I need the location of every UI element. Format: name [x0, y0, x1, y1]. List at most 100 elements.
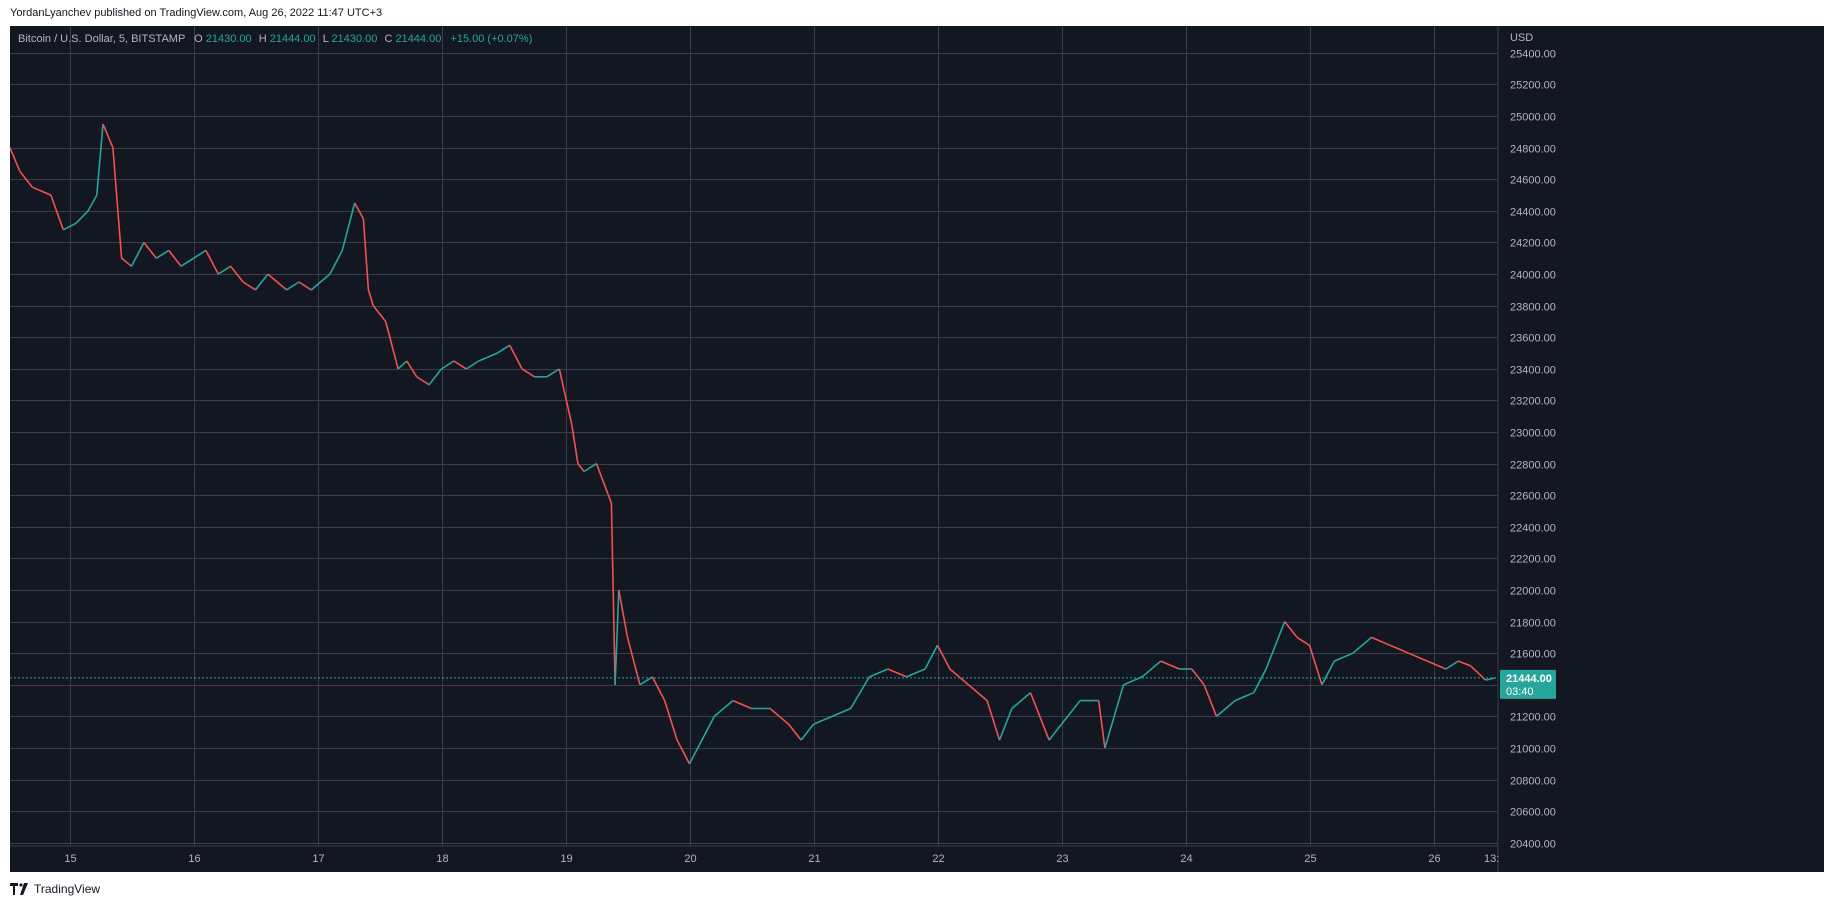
- price-segment: [813, 715, 833, 726]
- price-segment: [1333, 652, 1354, 662]
- price-segment: [1097, 700, 1106, 749]
- price-tick-label: 25000.00: [1510, 112, 1556, 124]
- price-segment: [1191, 668, 1205, 686]
- price-segment: [676, 739, 691, 765]
- price-segment: [441, 360, 455, 370]
- price-tick-label: 20800.00: [1510, 776, 1556, 788]
- price-tick-label: 22600.00: [1510, 491, 1556, 503]
- price-segment: [521, 368, 535, 378]
- price-tick-label: 23000.00: [1510, 428, 1556, 440]
- price-segment: [1203, 684, 1218, 717]
- price-segment: [610, 503, 616, 685]
- price-segment: [102, 123, 114, 149]
- time-tick-label: 15: [64, 853, 76, 865]
- price-axis-labels: 20400.00 20600.00 20800.00 21000.00 21200.00…: [1510, 49, 1556, 851]
- price-tick-label: 25200.00: [1510, 80, 1556, 92]
- price-segment: [384, 321, 399, 370]
- legend-high-label: H: [259, 33, 267, 45]
- currency-label: USD: [1510, 32, 1533, 44]
- legend-close-label: C: [384, 33, 392, 45]
- legend-symbol: Bitcoin / U.S. Dollar, 5, BITSTAMP: [18, 33, 185, 45]
- price-tick-label: 21800.00: [1510, 618, 1556, 630]
- price-tick-label: 25400.00: [1510, 49, 1556, 61]
- price-segment: [626, 637, 641, 686]
- price-tick-label: 24800.00: [1510, 144, 1556, 156]
- price-segment: [1060, 700, 1081, 725]
- price-segment: [267, 273, 288, 291]
- price-tick-label: 21000.00: [1510, 744, 1556, 756]
- chart-panel[interactable]: Bitcoin / U.S. Dollar, 5, BITSTAMP O 214…: [10, 26, 1824, 872]
- price-tick-label: 20400.00: [1510, 839, 1556, 851]
- price-tick-label: 22000.00: [1510, 586, 1556, 598]
- price-segment: [19, 170, 33, 188]
- time-tick-label: 22: [932, 853, 944, 865]
- price-segment: [906, 668, 926, 678]
- price-segment: [10, 147, 21, 172]
- price-segment: [193, 249, 207, 259]
- price-segment: [887, 668, 907, 678]
- price-segment: [1485, 677, 1496, 681]
- price-segment: [1160, 660, 1180, 670]
- price-segment: [1408, 652, 1428, 662]
- price-segment: [217, 265, 232, 275]
- price-segment: [453, 360, 467, 370]
- price-segment: [831, 707, 852, 718]
- price-segment: [1011, 692, 1032, 710]
- price-segment: [353, 202, 365, 220]
- price-segment: [1215, 699, 1236, 718]
- price-segment: [31, 186, 52, 196]
- price-segment: [1308, 645, 1323, 686]
- price-segment: [614, 589, 620, 685]
- price-segment: [1296, 636, 1310, 646]
- price-chart[interactable]: Bitcoin / U.S. Dollar, 5, BITSTAMP O 214…: [10, 26, 1824, 872]
- price-tick-label: 22400.00: [1510, 523, 1556, 535]
- price-segment: [112, 147, 123, 259]
- price-segment: [800, 723, 815, 741]
- price-segment: [558, 368, 573, 425]
- price-segment: [663, 700, 678, 741]
- price-segment: [1234, 691, 1255, 702]
- price-tick-label: 23800.00: [1510, 302, 1556, 314]
- price-segment: [1141, 660, 1162, 678]
- time-tick-label: 24: [1180, 853, 1192, 865]
- price-segment: [732, 699, 752, 710]
- time-tick-label: 21: [808, 853, 820, 865]
- time-axis-labels: 15 16 17 18 19 20 21 22 23 24 25 26: [64, 853, 1440, 865]
- price-tick-label: 22800.00: [1510, 460, 1556, 472]
- grid-lines: [10, 26, 1498, 846]
- price-segment: [1371, 636, 1391, 647]
- price-segment: [180, 257, 194, 267]
- time-tick-label: 18: [436, 853, 448, 865]
- price-segment: [1029, 692, 1050, 741]
- price-segment: [121, 257, 132, 267]
- price-segment: [310, 273, 331, 291]
- price-tick-label: 24600.00: [1510, 175, 1556, 187]
- price-segment: [75, 210, 89, 225]
- time-tick-label: 16: [188, 853, 200, 865]
- price-segment: [362, 218, 370, 290]
- price-segment: [850, 676, 870, 709]
- legend: Bitcoin / U.S. Dollar, 5, BITSTAMP O 214…: [18, 33, 532, 45]
- price-segment: [508, 344, 523, 370]
- legend-change: +15.00 (+0.07%): [450, 33, 532, 45]
- price-segment: [406, 360, 418, 378]
- price-segment: [713, 699, 734, 718]
- price-tick-label: 24000.00: [1510, 270, 1556, 282]
- countdown-value: 03:40: [1506, 686, 1534, 698]
- price-segment: [478, 352, 498, 362]
- price-segment: [130, 242, 145, 267]
- price-segment: [998, 708, 1013, 741]
- price-segment: [1265, 621, 1286, 670]
- price-segment: [416, 376, 430, 386]
- price-tick-label: 21600.00: [1510, 649, 1556, 661]
- price-tick-label: 23600.00: [1510, 333, 1556, 345]
- price-tick-label: 22200.00: [1510, 554, 1556, 566]
- price-segment: [254, 273, 269, 291]
- price-segment: [155, 249, 170, 259]
- time-axis-truncated-label: 13:: [1484, 853, 1499, 865]
- price-segment: [1458, 660, 1471, 667]
- published-header: YordanLyanchev published on TradingView.…: [10, 7, 383, 19]
- price-segment: [496, 344, 511, 354]
- price-tick-label: 20600.00: [1510, 807, 1556, 819]
- price-segment: [583, 462, 597, 473]
